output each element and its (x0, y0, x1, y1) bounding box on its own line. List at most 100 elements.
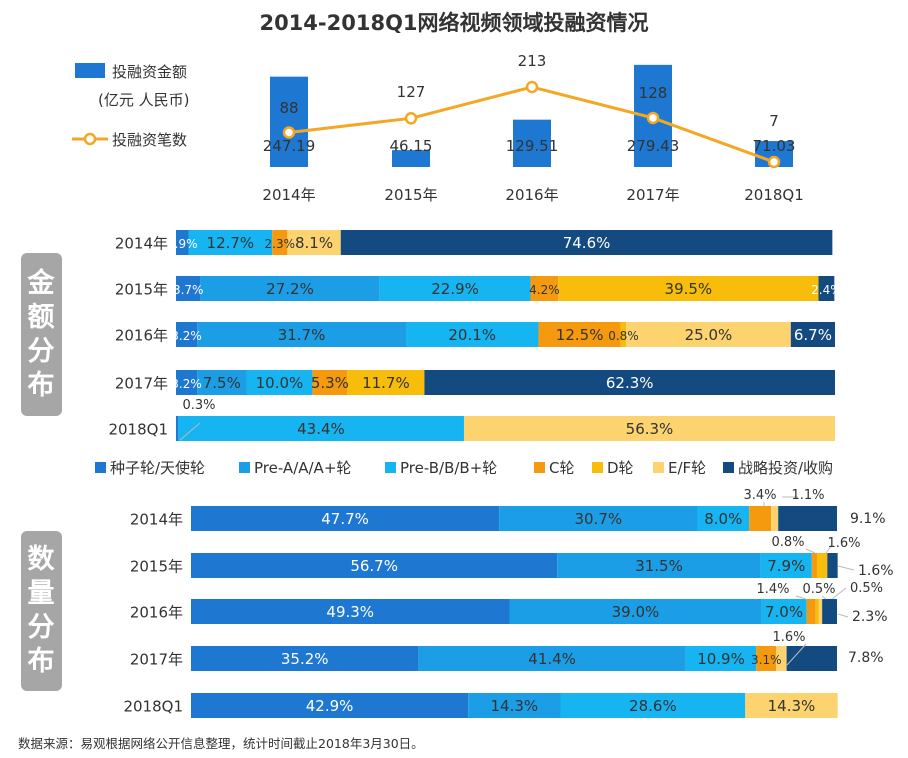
bar-segment (557, 553, 761, 578)
segment-label: 43.4% (297, 420, 345, 438)
count-value-label: 7 (769, 112, 779, 130)
bar-segment (538, 322, 621, 347)
count-value-label: 127 (397, 83, 426, 101)
bar-segment (778, 506, 837, 531)
amount-value-label: 71.03 (753, 137, 796, 155)
segment-label: 7.8% (848, 650, 884, 666)
legend-bar-swatch (75, 63, 105, 78)
leader-line (786, 643, 807, 666)
segment-label: 3.2% (171, 377, 202, 391)
bar-segment (816, 553, 828, 578)
bar-segment (815, 599, 819, 624)
count-value-label: 128 (639, 84, 668, 102)
count-point (767, 155, 781, 169)
row-label: 2015年 (115, 281, 168, 299)
bar-segment (620, 322, 627, 347)
source-note: 数据来源：易观根据网络公开信息整理，统计时间截止2018年3月30日。 (18, 736, 424, 751)
segment-label: 12.5% (556, 326, 604, 344)
bar-segment (191, 553, 558, 578)
x-tick-label: 2018Q1 (744, 186, 804, 204)
segment-label: 31.5% (635, 557, 683, 575)
row-label: 2014年 (130, 511, 183, 529)
bar-segment (197, 322, 406, 347)
segment-label: 41.4% (528, 650, 576, 668)
amount-bar (270, 76, 308, 167)
segment-label: 3.7% (173, 283, 204, 297)
legend-bar-label: 投融资金额 (112, 63, 187, 81)
bar-segment (811, 553, 817, 578)
bar-segment (806, 599, 816, 624)
bar-segment (760, 553, 812, 578)
legend-line-label: 投融资笔数 (112, 131, 187, 149)
segment-label: 0.8% (771, 535, 804, 550)
legend-label: D轮 (607, 459, 634, 477)
legend-label: Pre-A/A/A+轮 (254, 459, 351, 477)
count-side-label: 数量分布 (28, 544, 56, 677)
segment-label: 7.9% (767, 557, 805, 575)
bar-segment (756, 646, 777, 671)
count-point (646, 111, 660, 125)
bar-segment (272, 230, 288, 255)
x-tick-label: 2016年 (505, 186, 558, 204)
amount-side-panel (21, 253, 62, 416)
amount-side-label: 金额分布 (27, 267, 56, 401)
bar-segment (771, 506, 779, 531)
legend-label: Pre-B/B/B+轮 (400, 459, 497, 477)
segment-label: 1.6% (858, 563, 894, 579)
x-tick-label: 2017年 (626, 186, 679, 204)
segment-label: 2.3% (265, 237, 296, 251)
bar-segment (761, 599, 807, 624)
segment-label: 0.3% (182, 398, 215, 413)
segment-label: 47.7% (321, 510, 369, 528)
bar-segment (790, 322, 835, 347)
leader-line (831, 587, 847, 600)
amount-value-label: 46.15 (390, 137, 433, 155)
segment-label: 42.9% (306, 697, 354, 715)
bar-segment (685, 646, 757, 671)
bar-segment (191, 693, 469, 718)
x-tick-label: 2015年 (384, 186, 437, 204)
segment-label: 10.9% (697, 650, 745, 668)
bar-segment (818, 599, 823, 624)
legend-label: E/F轮 (668, 459, 706, 477)
legend-swatch (385, 462, 396, 473)
row-label: 2018Q1 (108, 421, 168, 439)
count-value-label: 213 (518, 52, 547, 70)
leader-line (179, 422, 201, 441)
bar-segment (463, 416, 835, 441)
segment-label: 3.4% (743, 488, 776, 503)
bar-segment (776, 646, 787, 671)
amount-value-label: 247.19 (263, 137, 316, 155)
bar-segment (499, 506, 698, 531)
bar-segment (200, 276, 380, 301)
bar-segment (246, 370, 313, 395)
leader-line (821, 595, 827, 600)
bar-segment (626, 322, 791, 347)
segment-label: 1.6% (772, 630, 805, 645)
segment-label: 28.6% (629, 697, 677, 715)
legend-swatch (653, 462, 664, 473)
segment-label: 39.5% (665, 280, 713, 298)
legend-bar-unit: (亿元 人民币) (98, 91, 189, 109)
segment-label: 27.2% (266, 280, 314, 298)
count-value-label: 88 (279, 99, 298, 117)
segment-label: 7.0% (765, 603, 803, 621)
legend-swatch (723, 462, 734, 473)
segment-label: 0.8% (608, 329, 639, 343)
bar-segment (749, 506, 772, 531)
segment-label: 62.3% (606, 374, 654, 392)
amount-bar (392, 150, 430, 167)
leader-line (837, 565, 855, 571)
bar-segment (177, 416, 464, 441)
segment-label: 4.2% (529, 283, 560, 297)
segment-label: 22.9% (431, 280, 479, 298)
segment-label: 14.3% (768, 697, 816, 715)
segment-label: 49.3% (326, 603, 374, 621)
bar-segment (176, 230, 189, 255)
segment-label: 3.1% (751, 653, 782, 667)
segment-label: 11.7% (362, 374, 410, 392)
bar-segment (176, 370, 198, 395)
legend-swatch (95, 462, 106, 473)
segment-label: 5.3% (311, 374, 349, 392)
